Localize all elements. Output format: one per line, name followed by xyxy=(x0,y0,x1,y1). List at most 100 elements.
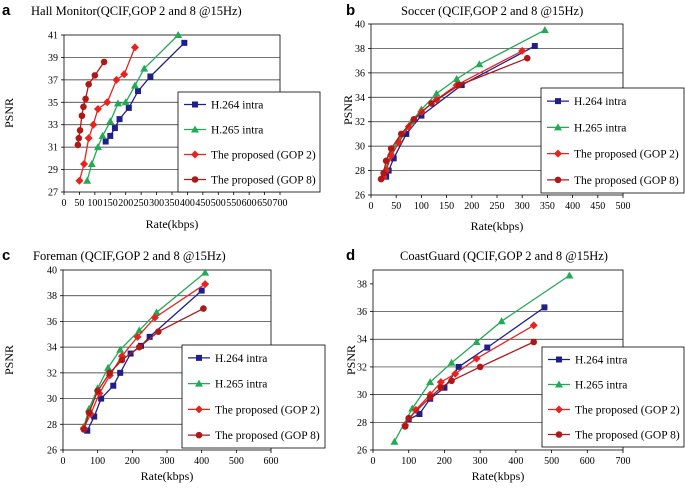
chart-c-data-point xyxy=(200,305,207,312)
chart-b-xtick-label: 400 xyxy=(565,201,580,212)
chart-d-series-line xyxy=(404,341,534,427)
chart-c-ytick-label: 30 xyxy=(47,394,57,405)
chart-b-data-point xyxy=(531,42,538,49)
chart-d-legend-label: H.265 intra xyxy=(575,380,627,392)
chart-a-panel-label: a xyxy=(2,2,11,19)
chart-c-data-point xyxy=(116,345,125,353)
chart-a-series-0 xyxy=(102,39,188,145)
chart-d-xtick-label: 300 xyxy=(473,456,488,467)
chart-b-legend-marker xyxy=(554,149,562,158)
chart-d-legend-marker xyxy=(555,380,563,388)
chart-a-legend-marker xyxy=(191,150,199,159)
chart-c-ylabel: PSNR xyxy=(2,345,16,375)
chart-a-xtick-label: 550 xyxy=(226,198,241,209)
chart-d-ytick-label: 38 xyxy=(357,279,367,290)
chart-c-ytick-label: 40 xyxy=(47,266,57,277)
chart-b-panel-label: b xyxy=(346,2,355,19)
chart-c-legend-marker xyxy=(196,354,202,361)
chart-b-data-point xyxy=(432,89,441,97)
chart-d-series-line xyxy=(404,324,535,426)
chart-a-data-point xyxy=(91,72,99,79)
chart-b-data-point xyxy=(382,157,390,165)
chart-c-data-point xyxy=(135,326,144,334)
chart-c-data-point xyxy=(201,280,210,289)
chart-b-ytick-label: 40 xyxy=(355,20,365,31)
chart-c-data-point xyxy=(118,356,126,364)
chart-d-data-point xyxy=(448,377,455,385)
chart-d-legend-label: H.264 intra xyxy=(575,355,627,367)
chart-d-data-point xyxy=(476,363,484,371)
chart-d: d CoastGuard (QCIF,GOP 2 and 8 @15Hz) 26 28… xyxy=(344,247,685,483)
chart-d-data-point xyxy=(447,358,456,366)
chart-b-legend-box xyxy=(540,87,685,194)
chart-d-data-point xyxy=(416,411,423,417)
chart-a-series-line xyxy=(78,47,136,181)
chart-c-data-point xyxy=(133,332,142,341)
chart-b-data-point xyxy=(475,60,484,68)
chart-d-title: CoastGuard (QCIF,GOP 2 and 8 @15Hz) xyxy=(400,249,608,263)
chart-b-ytick-label: 26 xyxy=(355,191,365,202)
chart-a-data-point xyxy=(120,70,129,79)
chart-c-ytick-label: 26 xyxy=(47,446,57,457)
chart-b-ytick-label: 28 xyxy=(355,166,365,177)
chart-a-xtick-label: 0 xyxy=(62,198,67,209)
chart-d-ytick-label: 26 xyxy=(357,446,367,457)
chart-c-data-point xyxy=(98,395,105,402)
chart-b-data-point xyxy=(410,115,418,123)
chart-d-xtick-label: 600 xyxy=(580,456,595,467)
chart-c-legend: H.264 intra H.265 intra The proposed (GOP … xyxy=(181,344,326,449)
chart-a-xtick-label: 150 xyxy=(103,198,118,209)
chart-a-data-point xyxy=(74,141,82,149)
chart-a-data-point xyxy=(75,134,83,142)
chart-d-data-point xyxy=(530,338,538,346)
chart-b-data-point xyxy=(540,26,549,34)
chart-c-data-point xyxy=(80,426,88,433)
chart-a: a Hall Monitor(QCIF,GOP 2 and 8 @15Hz) 27 2… xyxy=(2,2,321,231)
chart-b-legend-marker xyxy=(555,98,561,105)
chart-c-data-point xyxy=(152,308,161,316)
chart-b-xtick-label: 200 xyxy=(464,201,479,212)
chart-d-legend-label: The proposed (GOP 8) xyxy=(575,430,680,442)
chart-b-xlabel: Rate(kbps) xyxy=(471,219,524,233)
chart-a-legend-label: H.264 intra xyxy=(211,100,263,112)
chart-d-data-point xyxy=(436,378,445,387)
chart-c-xtick-label: 100 xyxy=(90,456,105,467)
chart-b-ytick-label: 36 xyxy=(355,68,365,79)
chart-c-legend-marker xyxy=(195,405,203,414)
chart-c-xlabel: Rate(kbps) xyxy=(141,469,194,483)
chart-a-data-point xyxy=(82,95,89,103)
chart-a-ytick-label: 41 xyxy=(48,31,58,42)
chart-c-series-3 xyxy=(80,305,207,433)
chart-c-legend-marker xyxy=(195,431,203,439)
chart-d-legend-marker xyxy=(555,431,563,438)
chart-d-series-line xyxy=(408,306,545,421)
chart-c-data-point xyxy=(91,413,98,420)
chart-a-data-point xyxy=(102,138,109,145)
chart-c-legend-label: The proposed (GOP 8) xyxy=(215,430,320,442)
chart-d-data-point xyxy=(405,414,413,422)
chart-c-data-point xyxy=(198,287,205,294)
chart-b-data-point xyxy=(404,122,413,131)
chart-a-xtick-label: 100 xyxy=(87,198,102,209)
chart-b-ytick-label: 30 xyxy=(355,142,365,153)
chart-b-legend-label: The proposed (GOP 2) xyxy=(574,149,679,161)
chart-a-data-point xyxy=(80,159,89,168)
chart-a-data-point xyxy=(93,143,102,151)
chart-a-data-point xyxy=(130,81,139,89)
chart-a-legend-box xyxy=(177,91,321,193)
chart-a-series-2 xyxy=(75,43,139,185)
chart-d-ytick-label: 30 xyxy=(357,390,367,401)
chart-c-ytick-label: 36 xyxy=(47,317,57,328)
chart-d-legend-box xyxy=(541,346,685,448)
chart-b-xtick-label: 150 xyxy=(439,201,454,212)
chart-a-xlabel: Rate(kbps) xyxy=(146,217,199,231)
chart-a-legend-label: The proposed (GOP 2) xyxy=(211,150,316,162)
chart-d-ylabel: PSNR xyxy=(344,345,358,375)
chart-a-title: Hall Monitor(QCIF,GOP 2 and 8 @15Hz) xyxy=(31,4,242,18)
chart-a-ytick-label: 27 xyxy=(48,188,58,199)
chart-c-xtick-label: 300 xyxy=(160,456,175,467)
chart-b-title: Soccer (QCIF,GOP 2 and 8 @15Hz) xyxy=(401,4,583,18)
chart-c-xtick-label: 400 xyxy=(194,456,209,467)
chart-b-legend-label: H.265 intra xyxy=(574,122,626,134)
